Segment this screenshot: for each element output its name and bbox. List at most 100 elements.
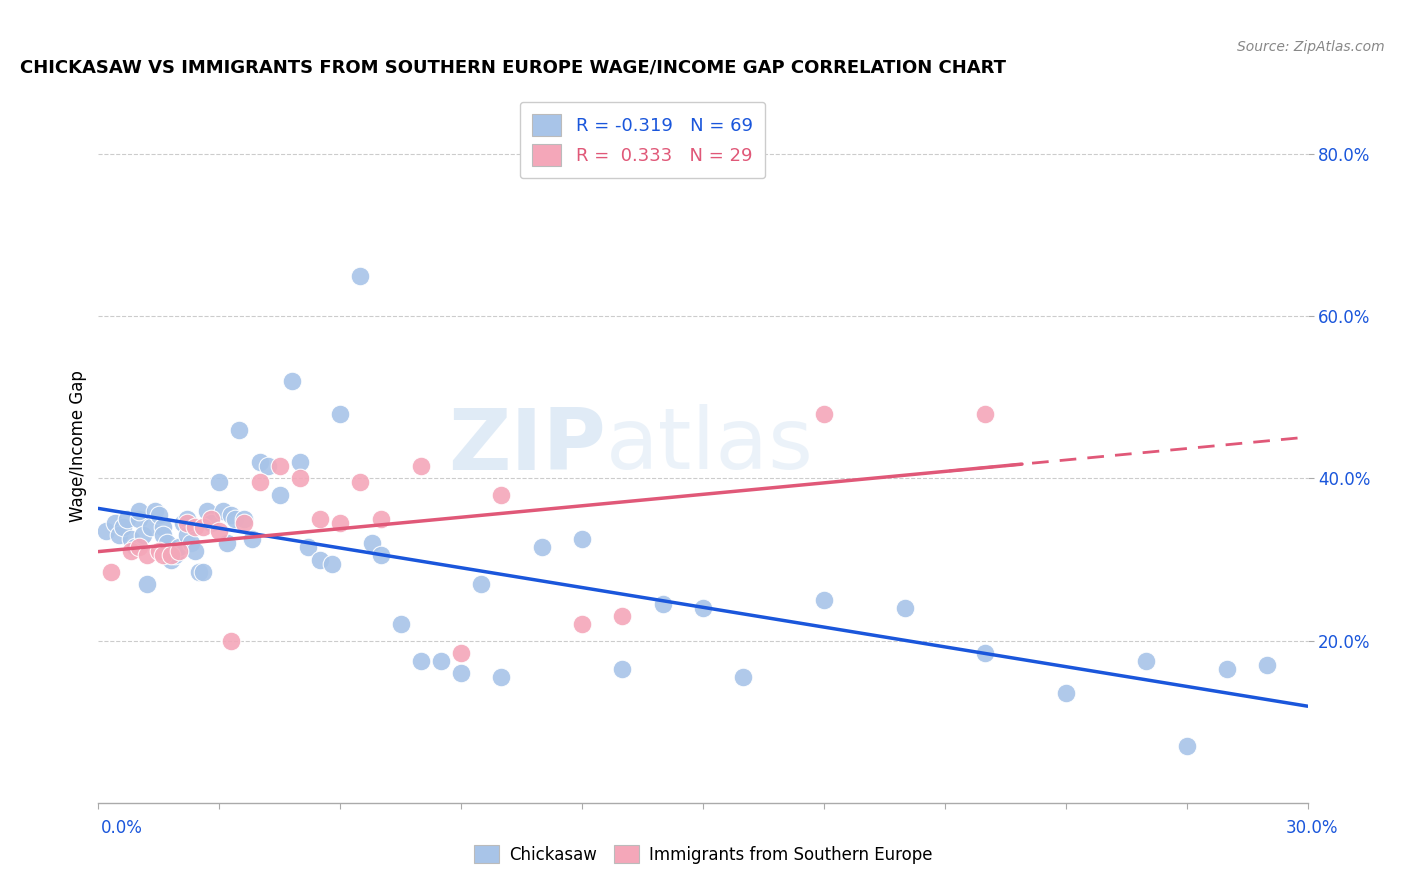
Point [111, 520, 134, 534]
Point [228, 423, 250, 437]
Point [148, 508, 170, 522]
Point [115, 512, 138, 526]
Point [813, 407, 835, 421]
Point [297, 541, 319, 555]
Point [349, 475, 371, 490]
Point [450, 646, 472, 660]
Point [217, 536, 239, 550]
Point [132, 528, 155, 542]
Point [120, 533, 142, 547]
Point [212, 504, 235, 518]
Point [974, 646, 997, 660]
Point [692, 601, 714, 615]
Point [184, 520, 207, 534]
Point [571, 617, 593, 632]
Point [281, 374, 304, 388]
Point [349, 268, 371, 283]
Point [232, 512, 254, 526]
Point [152, 549, 174, 563]
Point [208, 524, 231, 538]
Point [733, 670, 755, 684]
Point [1054, 686, 1077, 700]
Point [148, 544, 170, 558]
Point [195, 504, 218, 518]
Point [309, 512, 332, 526]
Point [571, 533, 593, 547]
Point [1175, 739, 1198, 753]
Point [329, 516, 352, 530]
Point [156, 536, 179, 550]
Point [491, 488, 513, 502]
Point [176, 528, 198, 542]
Point [160, 549, 183, 563]
Point [450, 666, 472, 681]
Point [1135, 654, 1157, 668]
Point [200, 516, 222, 530]
Text: 30.0%: 30.0% [1286, 819, 1339, 837]
Point [240, 533, 263, 547]
Point [1216, 662, 1239, 676]
Point [176, 516, 198, 530]
Point [651, 597, 673, 611]
Point [409, 459, 432, 474]
Point [249, 475, 271, 490]
Point [389, 617, 412, 632]
Point [167, 544, 190, 558]
Point [128, 504, 150, 518]
Text: Source: ZipAtlas.com: Source: ZipAtlas.com [1237, 40, 1385, 54]
Point [256, 459, 278, 474]
Point [813, 593, 835, 607]
Point [430, 654, 453, 668]
Point [143, 504, 166, 518]
Point [167, 541, 190, 555]
Point [370, 512, 392, 526]
Point [288, 455, 311, 469]
Point [491, 670, 513, 684]
Point [893, 601, 915, 615]
Point [370, 549, 392, 563]
Point [180, 536, 202, 550]
Text: ZIP: ZIP [449, 404, 606, 488]
Point [612, 609, 634, 624]
Point [200, 512, 222, 526]
Point [103, 516, 125, 530]
Point [193, 520, 215, 534]
Point [120, 544, 142, 558]
Y-axis label: Wage/Income Gap: Wage/Income Gap [69, 370, 87, 522]
Text: atlas: atlas [606, 404, 814, 488]
Point [232, 516, 254, 530]
Text: CHICKASAW VS IMMIGRANTS FROM SOUTHERN EUROPE WAGE/INCOME GAP CORRELATION CHART: CHICKASAW VS IMMIGRANTS FROM SOUTHERN EU… [20, 59, 1005, 77]
Point [152, 528, 174, 542]
Point [974, 407, 997, 421]
Point [329, 407, 352, 421]
Point [612, 662, 634, 676]
Point [470, 577, 492, 591]
Point [176, 512, 198, 526]
Point [139, 520, 162, 534]
Legend: R = -0.319   N = 69, R =  0.333   N = 29: R = -0.319 N = 69, R = 0.333 N = 29 [520, 102, 765, 178]
Text: 0.0%: 0.0% [101, 819, 143, 837]
Legend: Chickasaw, Immigrants from Southern Europe: Chickasaw, Immigrants from Southern Euro… [467, 838, 939, 871]
Point [224, 512, 246, 526]
Point [124, 541, 146, 555]
Point [321, 557, 343, 571]
Point [107, 528, 129, 542]
Point [221, 508, 243, 522]
Point [409, 654, 432, 668]
Point [163, 549, 186, 563]
Point [135, 549, 157, 563]
Point [193, 565, 215, 579]
Point [100, 565, 122, 579]
Point [152, 520, 174, 534]
Point [530, 541, 553, 555]
Point [208, 475, 231, 490]
Point [160, 552, 183, 566]
Point [135, 577, 157, 591]
Point [309, 552, 332, 566]
Point [288, 471, 311, 485]
Point [249, 455, 271, 469]
Point [269, 459, 291, 474]
Point [1256, 657, 1278, 672]
Point [128, 512, 150, 526]
Point [128, 541, 150, 555]
